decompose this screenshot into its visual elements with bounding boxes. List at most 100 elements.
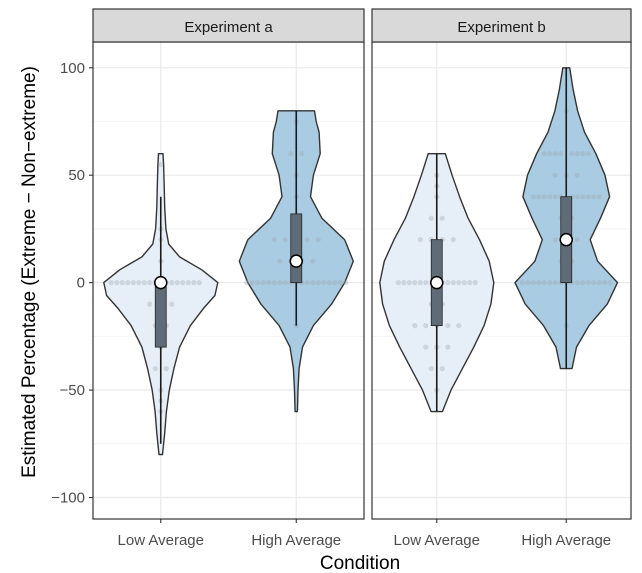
- data-point: [552, 151, 558, 157]
- data-point: [450, 280, 456, 286]
- data-point: [266, 280, 272, 286]
- data-point: [315, 280, 321, 286]
- data-point: [395, 280, 401, 286]
- data-point: [596, 194, 602, 200]
- data-point: [412, 323, 418, 329]
- data-point: [423, 280, 429, 286]
- data-point: [304, 237, 310, 243]
- data-point: [191, 280, 197, 286]
- x-tick-label: High Average: [521, 532, 611, 549]
- y-tick-label: −50: [60, 382, 85, 399]
- data-point: [445, 280, 451, 286]
- data-point: [119, 280, 125, 286]
- median-point: [559, 232, 573, 247]
- data-point: [249, 280, 255, 286]
- data-point: [456, 323, 462, 329]
- data-point: [130, 280, 136, 286]
- x-tick-label: Low Average: [118, 532, 204, 549]
- data-point: [277, 258, 283, 264]
- data-point: [244, 280, 250, 286]
- y-tick-label: 100: [60, 60, 85, 77]
- data-point: [569, 151, 575, 157]
- data-point: [147, 280, 153, 286]
- data-point: [315, 237, 321, 243]
- violin-group-high-average: [238, 110, 354, 413]
- data-point: [450, 237, 456, 243]
- data-point: [423, 344, 429, 350]
- data-point: [180, 280, 186, 286]
- data-point: [439, 366, 445, 372]
- data-point: [519, 280, 525, 286]
- data-point: [580, 151, 586, 157]
- x-axis-title: Condition: [320, 553, 400, 573]
- data-point: [332, 280, 338, 286]
- data-point: [574, 194, 580, 200]
- data-point: [552, 237, 558, 243]
- facet-label: Experiment b: [457, 19, 545, 36]
- data-point: [412, 280, 418, 286]
- data-point: [417, 280, 423, 286]
- data-point: [125, 280, 131, 286]
- data-point: [585, 151, 591, 157]
- data-point: [541, 151, 547, 157]
- data-point: [196, 280, 202, 286]
- data-point: [547, 280, 553, 286]
- data-point: [541, 280, 547, 286]
- data-point: [114, 280, 120, 286]
- data-point: [445, 323, 451, 329]
- data-point: [547, 194, 553, 200]
- data-point: [158, 161, 164, 168]
- data-point: [472, 280, 478, 286]
- data-point: [163, 366, 169, 372]
- data-point: [525, 280, 531, 286]
- data-point: [439, 215, 445, 221]
- data-point: [310, 280, 316, 286]
- data-point: [541, 194, 547, 200]
- data-point: [552, 280, 558, 286]
- x-tick-label: High Average: [251, 532, 341, 549]
- median-point: [289, 254, 303, 268]
- facet-strip: [92, 8, 365, 43]
- data-point: [591, 194, 597, 200]
- data-point: [299, 151, 305, 157]
- data-point: [580, 280, 586, 286]
- data-point: [406, 280, 412, 286]
- data-point: [552, 172, 558, 178]
- data-point: [169, 280, 175, 286]
- y-tick-label: −100: [51, 490, 85, 507]
- y-tick-label: 50: [68, 167, 85, 184]
- median-point: [430, 275, 444, 290]
- iqr-box: [154, 282, 167, 348]
- data-point: [585, 194, 591, 200]
- violin-group-high-average: [514, 67, 619, 370]
- data-point: [337, 280, 343, 286]
- data-point: [423, 323, 429, 329]
- data-point: [277, 280, 283, 286]
- data-point: [401, 280, 407, 286]
- y-tick-label: 0: [77, 275, 85, 292]
- x-tick-label: Low Average: [394, 532, 480, 549]
- data-point: [288, 151, 294, 157]
- data-point: [343, 280, 349, 286]
- data-point: [574, 237, 580, 243]
- data-point: [152, 366, 158, 372]
- data-point: [602, 280, 608, 286]
- data-point: [271, 237, 277, 243]
- data-point: [547, 151, 553, 157]
- violin-group-low-average: [103, 153, 219, 456]
- data-point: [574, 151, 580, 157]
- data-point: [174, 280, 180, 286]
- data-point: [169, 301, 175, 307]
- data-point: [185, 280, 191, 286]
- data-point: [591, 280, 597, 286]
- data-point: [326, 280, 332, 286]
- data-point: [260, 280, 266, 286]
- data-point: [282, 280, 288, 286]
- data-point: [574, 172, 580, 178]
- violin-group-low-average: [379, 153, 495, 413]
- data-point: [574, 280, 580, 286]
- data-point: [141, 280, 147, 286]
- data-point: [536, 194, 542, 200]
- data-point: [417, 237, 423, 243]
